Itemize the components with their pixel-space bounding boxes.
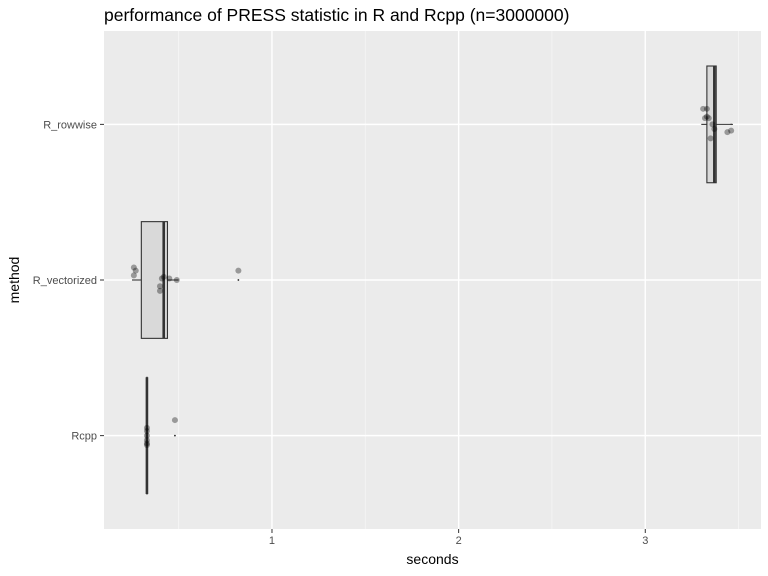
data-point	[700, 105, 707, 112]
data-point	[143, 437, 150, 444]
data-point	[728, 127, 735, 134]
x-tick-label: 3	[642, 535, 648, 547]
points-R_rowwise	[700, 105, 735, 142]
x-axis: 1 2 3	[269, 529, 648, 547]
data-point	[158, 275, 165, 282]
data-point	[132, 267, 139, 274]
mean-point	[730, 123, 732, 126]
box-iqr	[706, 65, 717, 184]
data-point	[173, 277, 180, 283]
y-tick-label: R_vectorized	[33, 275, 97, 287]
data-point	[724, 129, 731, 136]
data-point	[707, 135, 714, 142]
chart-marks	[130, 65, 735, 495]
data-point	[143, 432, 150, 439]
data-point	[160, 273, 167, 280]
y-tick-label: R_rowwise	[43, 119, 97, 131]
data-point	[130, 264, 137, 271]
data-point	[156, 287, 163, 294]
data-point	[143, 441, 150, 448]
data-point	[143, 427, 150, 434]
data-point	[705, 115, 712, 122]
data-point	[166, 275, 173, 282]
points-R_vectorized	[130, 264, 242, 294]
data-point	[156, 283, 163, 290]
y-axis: Rcpp R_vectorized R_rowwise	[33, 119, 104, 443]
data-point	[703, 105, 710, 112]
y-tick-label: Rcpp	[71, 431, 97, 443]
data-point	[143, 424, 150, 431]
x-axis-label: seconds	[406, 551, 459, 567]
x-tick-label: 1	[269, 535, 275, 547]
chart-title: performance of PRESS statistic in R and …	[104, 5, 570, 25]
data-point	[711, 126, 718, 133]
x-tick-label: 2	[456, 535, 462, 547]
data-point	[130, 272, 137, 279]
data-point	[702, 115, 709, 122]
box-R_rowwise	[701, 65, 734, 184]
box-R_vectorized	[131, 221, 240, 339]
points-Rcpp	[143, 417, 178, 448]
mean-point	[174, 434, 176, 437]
data-point	[703, 113, 710, 120]
box-Rcpp	[145, 376, 176, 495]
data-point	[709, 121, 716, 128]
data-point	[171, 417, 178, 424]
mean-point	[237, 279, 240, 281]
y-axis-label: method	[6, 256, 22, 304]
major-gridlines	[104, 31, 761, 529]
data-point	[235, 267, 242, 274]
data-point	[143, 440, 150, 447]
